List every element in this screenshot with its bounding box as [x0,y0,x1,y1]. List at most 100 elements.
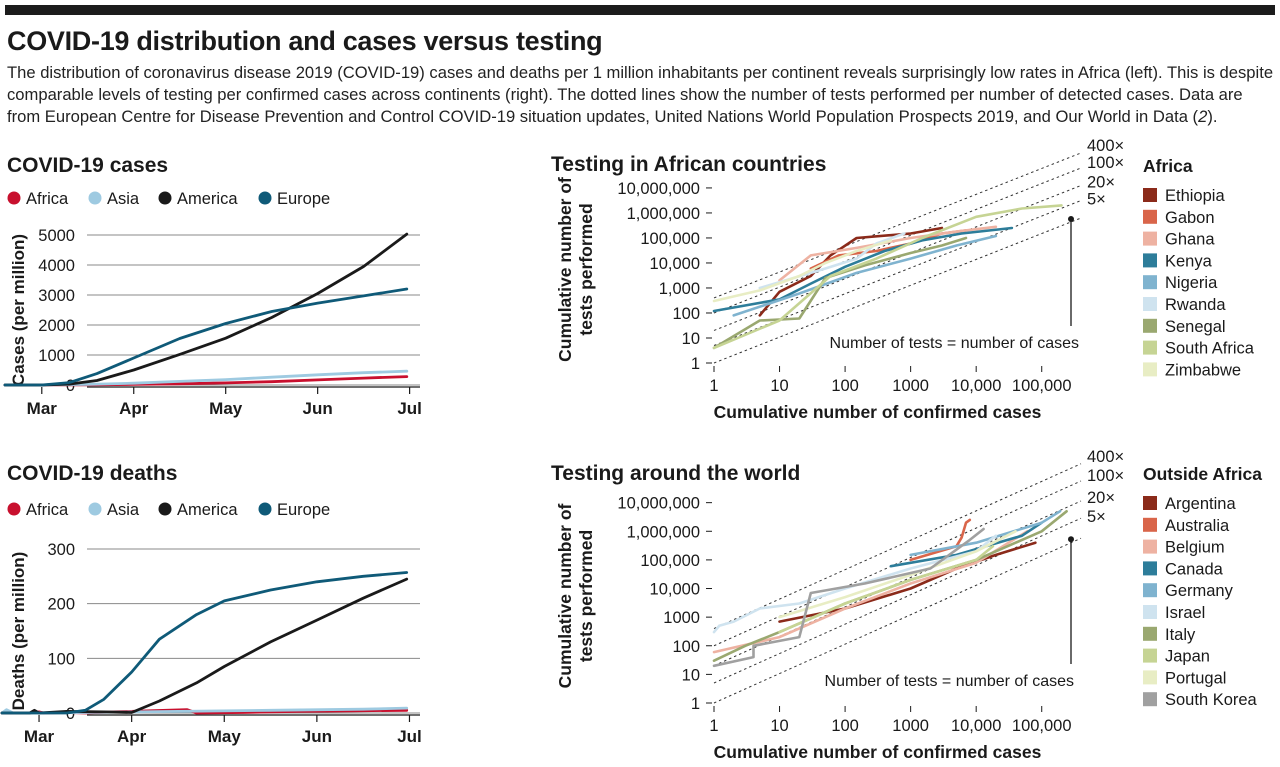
annotation-text: Number of tests = number of cases [825,673,1074,690]
y-tick-label: 10,000,000 [617,180,700,198]
y-tick-label: 10 [682,330,700,348]
legend-marker-africa [7,191,21,205]
y-tick-label: 2000 [38,317,75,335]
legend-swatch-south-africa [1143,340,1157,355]
legend-swatch-senegal [1143,318,1157,333]
legend-label-japan: Japan [1165,648,1210,666]
x-tick-label: Jun [303,399,333,418]
y-tick-label: 100,000 [640,552,700,570]
legend-swatch-canada [1143,561,1157,576]
series-line-zimbabwe [712,239,893,303]
legend-marker-america [158,502,172,516]
legend-title: Africa [1143,156,1193,176]
x-tick-label: 1000 [892,377,929,395]
page-description: The distribution of coronavirus disease … [7,62,1275,128]
reference-line-label: 100× [1087,154,1124,172]
chart-title: Testing in African countries [551,153,826,176]
x-tick-label: Mar [27,399,58,418]
world-testing-chart: Testing around the world 1 10 100 1000 10,000… [551,448,1262,762]
x-tick-label: 10,000 [951,717,1001,735]
legend-label-rwanda: Rwanda [1165,296,1226,314]
legend-label-belgium: Belgium [1165,539,1225,557]
y-tick-label: 1 [691,695,700,713]
y-tick-label: 100 [672,638,700,656]
legend-label-south-africa: South Africa [1165,340,1255,358]
series-line-nigeria [732,234,998,317]
legend-swatch-israel [1143,605,1157,619]
legend-label-asia: Asia [107,190,140,208]
legend-swatch-ghana [1143,231,1157,246]
x-tick-label: May [209,399,243,418]
x-tick-label: 1000 [892,717,929,735]
legend-swatch-italy [1143,626,1157,641]
y-tick-label: 4000 [38,257,75,275]
x-tick-label: 10 [770,377,788,395]
x-axis-label: Cumulative number of confirmed cases [714,742,1042,762]
legend-label-africa: Africa [26,501,69,519]
y-tick-label: 3000 [38,287,75,305]
page-title: COVID-19 distribution and cases versus t… [7,26,603,56]
y-tick-label: 100,000 [640,230,700,248]
y-tick-label: 100 [672,305,700,323]
series-line-portugal [778,530,1017,619]
series-line-america [0,577,409,715]
legend-title: Outside Africa [1143,464,1262,484]
legend-marker-asia [88,191,102,205]
legend-swatch-australia [1143,517,1157,532]
series-line-ethiopia [758,226,944,317]
legend-label-gabon: Gabon [1165,209,1215,227]
y-axis-label-line2: tests performed [576,530,596,662]
legend-swatch-gabon [1143,209,1157,224]
legend-label-africa: Africa [26,190,69,208]
reference-line-label: 20× [1087,173,1115,191]
series-line-israel [712,534,998,634]
legend-label-ghana: Ghana [1165,231,1215,249]
legend-label-europe: Europe [277,190,330,208]
legend-label-germany: Germany [1165,582,1234,600]
x-tick-label: Apr [119,399,149,418]
y-tick-label: 1000 [663,609,700,627]
series-line-argentina [778,541,1037,623]
x-tick-label: 100,000 [1012,717,1072,735]
y-tick-label: 10,000,000 [617,495,700,513]
series-line-europe [3,287,409,387]
legend-label-asia: Asia [107,501,140,519]
y-axis-label: Deaths (per million) [9,552,28,711]
y-axis-label-line1: Cumulative number of [555,503,575,688]
y-tick-label: 10,000 [650,255,700,273]
legend-label-portugal: Portugal [1165,669,1226,687]
legend-marker-asia [88,502,102,516]
y-tick-label: 10,000 [650,581,700,599]
x-tick-label: 100 [831,377,859,395]
series-line-south-africa [712,204,1063,350]
legend-marker-europe [258,191,272,205]
y-tick-label: 1 [691,355,700,373]
chart-title: Testing around the world [551,462,800,485]
reference-line [713,517,1082,684]
y-tick-label: 1,000 [659,280,700,298]
legend-label-australia: Australia [1165,517,1230,535]
series-line-japan [778,544,995,634]
reference-line-label: 5× [1087,191,1106,209]
x-tick-label: 100,000 [1012,377,1072,395]
y-tick-label: 300 [47,541,75,559]
y-tick-label: 100 [47,650,75,668]
description-ref: 2 [1198,107,1208,126]
legend-label-europe: Europe [277,501,330,519]
y-tick-label: 1,000,000 [627,205,700,223]
series-line-germany [909,510,1062,557]
y-tick-label: 10 [682,666,700,684]
y-axis-label: Cases (per million) [9,234,28,386]
x-tick-label: Jun [302,727,332,746]
series-line-europe [0,571,409,715]
x-tick-label: 10,000 [951,377,1001,395]
reference-line-label: 400× [1087,137,1124,155]
x-tick-label: Jul [397,399,422,418]
legend-swatch-south-korea [1143,692,1157,707]
africa-testing-chart: Testing in African countries 1 10 100 1,000 1… [551,137,1255,422]
legend-swatch-germany [1143,583,1157,598]
y-tick-label: 5000 [38,227,75,245]
legend-swatch-argentina [1143,496,1157,510]
